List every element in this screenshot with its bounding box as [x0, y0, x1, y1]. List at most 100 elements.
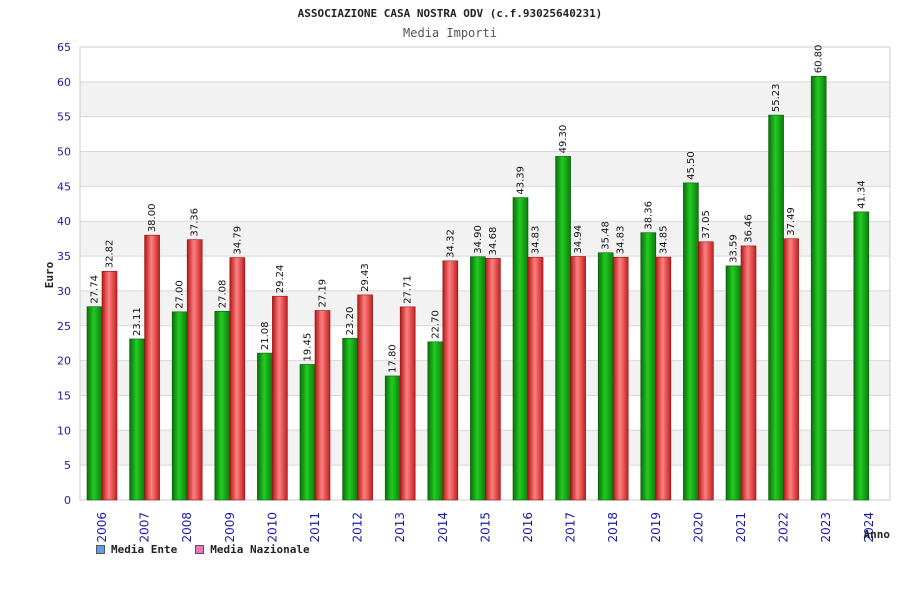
data-label: 49.30	[558, 125, 569, 154]
data-label: 34.68	[488, 227, 499, 256]
bar-media-ente	[725, 265, 742, 501]
data-label: 19.45	[303, 333, 314, 362]
bar-media-ente	[683, 182, 699, 501]
data-label: 22.70	[430, 310, 441, 339]
bar-media-nazionale	[783, 238, 799, 501]
grid-band	[80, 81, 890, 117]
bar-media-nazionale	[570, 256, 586, 501]
data-label: 27.00	[175, 280, 186, 309]
x-tick-label: 2012	[351, 512, 365, 543]
y-tick-label: 5	[64, 459, 71, 472]
data-label: 55.23	[771, 83, 782, 112]
y-tick-label: 50	[57, 146, 71, 159]
bar-media-nazionale	[144, 234, 160, 501]
bar-media-nazionale	[442, 260, 459, 501]
bar-media-ente	[810, 75, 827, 501]
bar-media-ente	[342, 338, 358, 501]
y-tick-label: 65	[57, 41, 71, 54]
y-tick-label: 40	[57, 215, 71, 228]
x-tick-label: 2024	[862, 512, 876, 543]
data-label: 27.71	[403, 275, 414, 304]
data-label: 23.11	[132, 307, 143, 336]
data-label: 17.80	[388, 344, 399, 373]
y-tick-label: 35	[57, 250, 71, 263]
bar-media-ente	[640, 232, 657, 501]
x-tick-label: 2016	[521, 512, 535, 543]
data-label: 33.59	[729, 234, 740, 263]
bar-media-nazionale	[272, 295, 288, 501]
bar-media-ente	[512, 197, 529, 501]
bar-media-ente	[470, 256, 486, 501]
chart-title: ASSOCIAZIONE CASA NOSTRA ODV (c.f.930256…	[298, 7, 603, 20]
bar-media-ente	[555, 156, 571, 501]
bar-media-ente	[171, 311, 188, 501]
data-label: 45.50	[686, 151, 697, 180]
bar-media-nazionale	[740, 245, 757, 501]
data-label: 35.48	[601, 221, 612, 250]
data-label: 43.39	[516, 166, 527, 195]
y-tick-label: 0	[64, 494, 71, 507]
bar-media-nazionale	[399, 306, 416, 501]
bar-media-nazionale	[485, 258, 501, 501]
y-tick-label: 20	[57, 355, 71, 368]
data-label: 34.79	[232, 226, 243, 255]
data-label: 34.85	[658, 225, 669, 254]
y-tick-label: 25	[57, 320, 71, 333]
data-label: 34.83	[531, 226, 542, 255]
bar-media-nazionale	[314, 310, 331, 501]
x-tick-label: 2011	[308, 512, 322, 543]
x-tick-label: 2019	[649, 512, 663, 543]
bar-media-nazionale	[527, 256, 544, 501]
bar-media-ente	[86, 306, 103, 501]
x-tick-label: 2021	[734, 512, 748, 543]
bar-media-nazionale	[357, 294, 373, 501]
bar-media-ente	[384, 375, 401, 501]
x-tick-label: 2018	[606, 512, 620, 543]
x-tick-label: 2017	[564, 512, 578, 543]
bar-media-ente	[597, 252, 614, 501]
y-tick-label: 15	[57, 389, 71, 402]
legend-label-media-ente: Media Ente	[111, 543, 178, 556]
bar-media-ente	[427, 341, 444, 501]
data-label: 37.05	[701, 210, 712, 239]
x-tick-label: 2015	[478, 512, 492, 543]
y-tick-label: 45	[57, 180, 71, 193]
data-label: 34.94	[573, 225, 584, 254]
x-tick-label: 2009	[223, 512, 237, 543]
x-axis-label: Anno	[864, 528, 891, 541]
bar-media-nazionale	[655, 256, 672, 501]
legend-label-media-nazionale: Media Nazionale	[210, 543, 310, 556]
legend-item-media-ente: Media Ente	[96, 543, 177, 556]
x-axis-ticks: 2006 2007 2008 2009 2010 2011 2012 2013 2014 2015…	[95, 512, 876, 543]
bar-media-nazionale	[229, 257, 246, 501]
bar-media-nazionale	[186, 239, 203, 501]
bar-media-ente	[768, 114, 784, 501]
data-label: 21.08	[260, 321, 271, 350]
data-label: 27.19	[318, 279, 329, 308]
data-label: 41.34	[856, 180, 867, 209]
data-label: 34.83	[616, 226, 627, 255]
x-tick-label: 2006	[95, 512, 109, 543]
data-label: 60.80	[814, 45, 825, 74]
bar-media-ente	[214, 310, 231, 501]
bar-media-ente	[299, 364, 316, 501]
grid-band	[80, 151, 890, 187]
y-tick-label: 10	[57, 424, 71, 437]
data-label: 29.24	[275, 265, 286, 294]
x-tick-label: 2022	[777, 512, 791, 543]
bar-media-nazionale	[698, 241, 714, 501]
chart-subtitle: Media Importi	[403, 26, 497, 40]
x-tick-label: 2014	[436, 512, 450, 543]
y-tick-label: 55	[57, 111, 71, 124]
legend: Media Ente Media Nazionale	[96, 543, 310, 556]
data-label: 34.90	[473, 225, 484, 254]
x-tick-label: 2013	[393, 512, 407, 543]
data-label: 38.36	[643, 201, 654, 230]
x-tick-label: 2023	[819, 512, 833, 543]
legend-item-media-nazionale: Media Nazionale	[195, 543, 310, 556]
data-label: 36.46	[744, 214, 755, 243]
data-label: 23.20	[345, 307, 356, 336]
bar-media-nazionale	[612, 256, 629, 501]
bars	[86, 75, 870, 501]
